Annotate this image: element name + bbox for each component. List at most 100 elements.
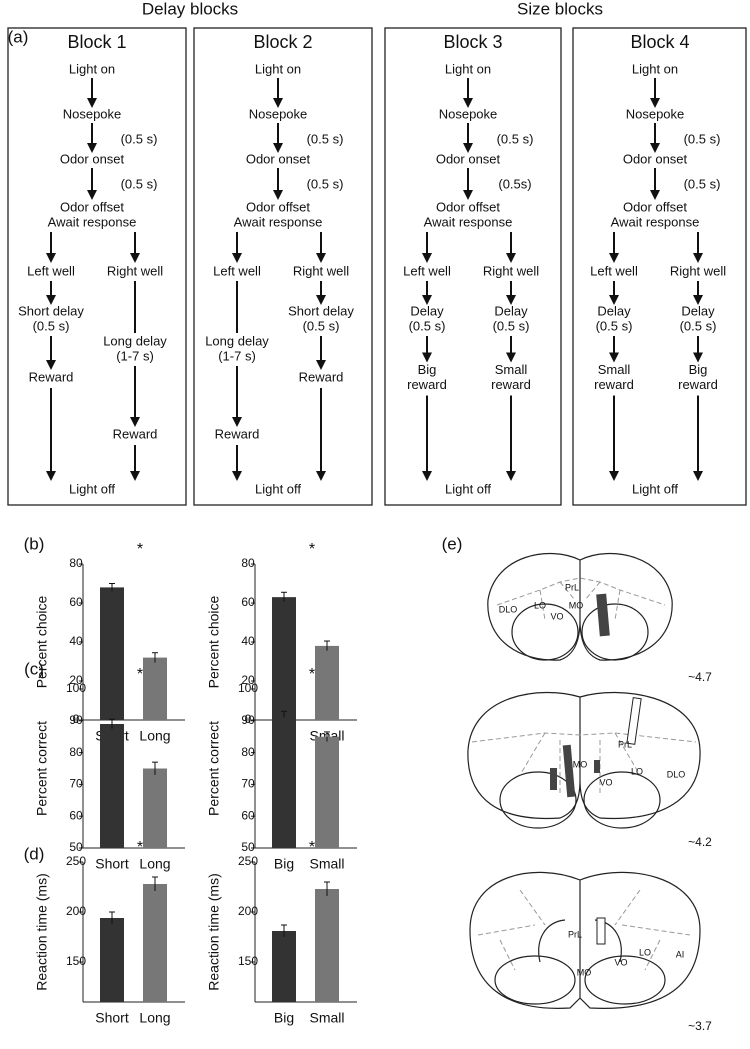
panel-label: (d): [24, 844, 45, 863]
y-tick-label: 80: [69, 556, 83, 570]
y-tick-label: 150: [238, 954, 258, 968]
panel-label: (a): [8, 27, 29, 46]
delay: (0.5 s): [493, 318, 530, 333]
step: Await response: [234, 214, 323, 229]
block-title: Block 4: [630, 32, 689, 52]
step: Light off: [255, 481, 301, 496]
step: Await response: [424, 214, 513, 229]
x-tick-label: Long: [139, 856, 170, 872]
delay: Short delay: [18, 303, 84, 318]
region-label: LO: [534, 600, 546, 610]
step: Light on: [255, 61, 301, 76]
reward: reward: [407, 377, 447, 392]
x-tick-label: Long: [139, 728, 170, 744]
level-label: ~3.7: [688, 1019, 712, 1033]
y-axis-label: Percent choice: [34, 595, 50, 688]
y-axis-label: Reaction time (ms): [206, 873, 222, 990]
block-box: [7, 27, 187, 506]
well: Right well: [107, 263, 163, 278]
duration: (0.5 s): [684, 176, 721, 191]
block-title: Block 2: [253, 32, 312, 52]
level-label: ~4.7: [688, 670, 712, 684]
region-label: DLO: [499, 604, 518, 614]
region-label: MO: [569, 600, 584, 610]
well: Left well: [590, 263, 638, 278]
region-label: PrL: [568, 929, 582, 939]
y-tick-label: 250: [66, 854, 86, 868]
bar: [143, 768, 167, 848]
region-label: VO: [614, 957, 627, 967]
delay: Long delay: [103, 333, 167, 348]
step: Light off: [69, 481, 115, 496]
y-axis-label: Percent correct: [34, 721, 50, 816]
y-tick-label: 200: [66, 904, 86, 918]
delay: Long delay: [205, 333, 269, 348]
region-label: PrL: [618, 739, 632, 749]
step: Light on: [632, 61, 678, 76]
well: Right well: [483, 263, 539, 278]
bar: [100, 918, 124, 1002]
step: Odor offset: [623, 199, 687, 214]
step: Nosepoke: [63, 106, 122, 121]
delay: (0.5 s): [303, 318, 340, 333]
step: Light on: [445, 61, 491, 76]
y-tick-label: 100: [238, 681, 258, 695]
delay: Delay: [410, 303, 444, 318]
reward: Reward: [113, 426, 158, 441]
y-tick-label: 20: [69, 673, 83, 687]
bar: [272, 931, 296, 1002]
region-label: MO: [577, 967, 592, 977]
annotation: *: [137, 666, 143, 683]
region-label: MO: [573, 759, 588, 769]
duration: (0.5 s): [307, 131, 344, 146]
y-axis-label: Percent choice: [206, 595, 222, 688]
x-tick-label: Long: [139, 1010, 170, 1026]
block-box: [572, 27, 747, 506]
panel-label: (c): [24, 659, 44, 678]
region-label: LO: [631, 766, 643, 776]
bar: [143, 884, 167, 1002]
bar: [272, 597, 296, 720]
x-tick-label: Short: [95, 856, 129, 872]
region-label: DLO: [667, 769, 686, 779]
y-tick-label: 40: [241, 634, 255, 648]
delay: (0.5 s): [33, 318, 70, 333]
reward: Reward: [29, 369, 74, 384]
y-tick-label: 0: [73, 712, 80, 726]
duration: (0.5 s): [497, 131, 534, 146]
step: Nosepoke: [249, 106, 308, 121]
y-tick-label: 250: [238, 854, 258, 868]
brain-section: [487, 552, 673, 661]
region-label: LO: [639, 947, 651, 957]
bar: [315, 736, 339, 848]
step: Odor onset: [246, 151, 311, 166]
bar: [100, 723, 124, 848]
well: Left well: [27, 263, 75, 278]
block-box: [384, 27, 562, 506]
bar: [272, 714, 296, 848]
brain-section: [467, 691, 701, 829]
reward: Reward: [299, 369, 344, 384]
delay: Delay: [681, 303, 715, 318]
step: Light off: [632, 481, 678, 496]
annotation: *: [137, 541, 143, 558]
step: Odor offset: [436, 199, 500, 214]
duration: (0.5 s): [307, 176, 344, 191]
step: Odor onset: [60, 151, 125, 166]
y-tick-label: 50: [69, 840, 83, 854]
bar: [315, 889, 339, 1002]
well: Left well: [213, 263, 261, 278]
delay: (1-7 s): [218, 348, 256, 363]
region-label: VO: [599, 777, 612, 787]
step: Odor onset: [623, 151, 688, 166]
duration: (0.5s): [498, 176, 531, 191]
step: Light off: [445, 481, 491, 496]
region-label: AI: [676, 949, 685, 959]
x-tick-label: Short: [95, 1010, 129, 1026]
region-label: PrL: [565, 582, 579, 592]
header: Delay blocks: [142, 0, 238, 18]
y-tick-label: 60: [241, 595, 255, 609]
bar: [100, 587, 124, 720]
duration: (0.5 s): [684, 131, 721, 146]
